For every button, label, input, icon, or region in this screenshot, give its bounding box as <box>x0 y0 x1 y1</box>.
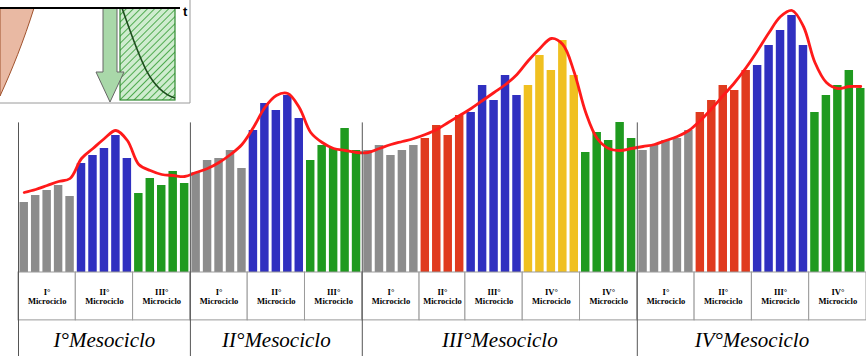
svg-text:III°Microciclo: III°Microciclo <box>142 287 181 307</box>
svg-text:IV°Mesociclo: IV°Mesociclo <box>694 328 810 352</box>
svg-text:III°Microciclo: III°Microciclo <box>475 287 514 307</box>
svg-text:I°Microciclo: I°Microciclo <box>647 287 686 307</box>
svg-text:III°Mesociclo: III°Mesociclo <box>441 328 558 352</box>
svg-text:II°Microciclo: II°Microciclo <box>85 287 124 307</box>
svg-text:II°Microciclo: II°Microciclo <box>423 287 462 307</box>
svg-text:III°Microciclo: III°Microciclo <box>314 287 353 307</box>
svg-text:t: t <box>183 4 188 19</box>
svg-text:II°Microciclo: II°Microciclo <box>257 287 296 307</box>
svg-text:I°Microciclo: I°Microciclo <box>28 287 67 307</box>
svg-text:IV°Microciclo: IV°Microciclo <box>532 287 571 307</box>
svg-text:II°Microciclo: II°Microciclo <box>704 287 743 307</box>
svg-text:I°Microciclo: I°Microciclo <box>372 287 411 307</box>
svg-text:III°Microciclo: III°Microciclo <box>761 287 800 307</box>
svg-text:IV°Microciclo: IV°Microciclo <box>819 287 858 307</box>
svg-text:I°Mesociclo: I°Mesociclo <box>53 328 156 352</box>
svg-text:IV°Microciclo: IV°Microciclo <box>589 287 628 307</box>
svg-text:II°Mesociclo: II°Mesociclo <box>221 328 331 352</box>
svg-text:I°Microciclo: I°Microciclo <box>200 287 239 307</box>
